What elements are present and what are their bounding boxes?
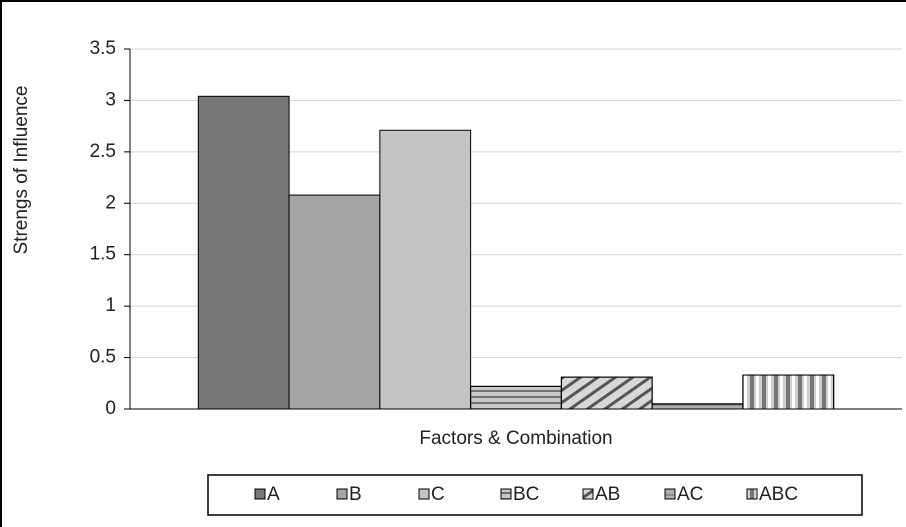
bar-pattern bbox=[742, 374, 835, 410]
bar bbox=[288, 194, 381, 410]
legend-swatch-pattern bbox=[746, 488, 758, 500]
legend-label: A bbox=[267, 484, 280, 505]
y-tick-label: 0.5 bbox=[90, 347, 116, 368]
y-tick-label: 2.5 bbox=[90, 141, 116, 162]
legend-label: C bbox=[431, 484, 445, 505]
legend-label: B bbox=[349, 484, 362, 505]
legend-swatch bbox=[336, 488, 348, 500]
legend-label: AC bbox=[677, 484, 703, 505]
y-tick-label: 0 bbox=[105, 398, 116, 419]
legend-label: ABC bbox=[759, 484, 798, 505]
bar bbox=[197, 95, 290, 410]
y-tick-label: 1 bbox=[105, 295, 116, 316]
legend-swatch-pattern bbox=[582, 488, 594, 500]
y-axis-title: Strengs of Influence bbox=[11, 86, 32, 255]
bar-pattern bbox=[560, 376, 653, 410]
legend-swatch bbox=[254, 488, 266, 500]
bar-pattern bbox=[470, 385, 562, 410]
legend-label: AB bbox=[595, 484, 620, 505]
plot-area: 0 0.5 1 1.5 2 2.5 3 3.5 Factors & Combination bbox=[90, 38, 902, 449]
legend-swatch bbox=[418, 488, 430, 500]
y-tick-label: 3 bbox=[105, 89, 116, 110]
legend: A B C BC AB AC ABC bbox=[254, 484, 798, 505]
legend-swatch-pattern bbox=[664, 488, 676, 500]
legend-swatch-pattern bbox=[500, 488, 512, 500]
y-tick-label: 1.5 bbox=[90, 244, 116, 265]
x-tick-label: Factors & Combination bbox=[419, 428, 612, 449]
bar bbox=[379, 129, 472, 410]
y-tick-label: 2 bbox=[105, 192, 116, 213]
legend-label: BC bbox=[513, 484, 539, 505]
bar-pattern bbox=[651, 403, 744, 410]
y-tick-label: 3.5 bbox=[90, 38, 116, 59]
